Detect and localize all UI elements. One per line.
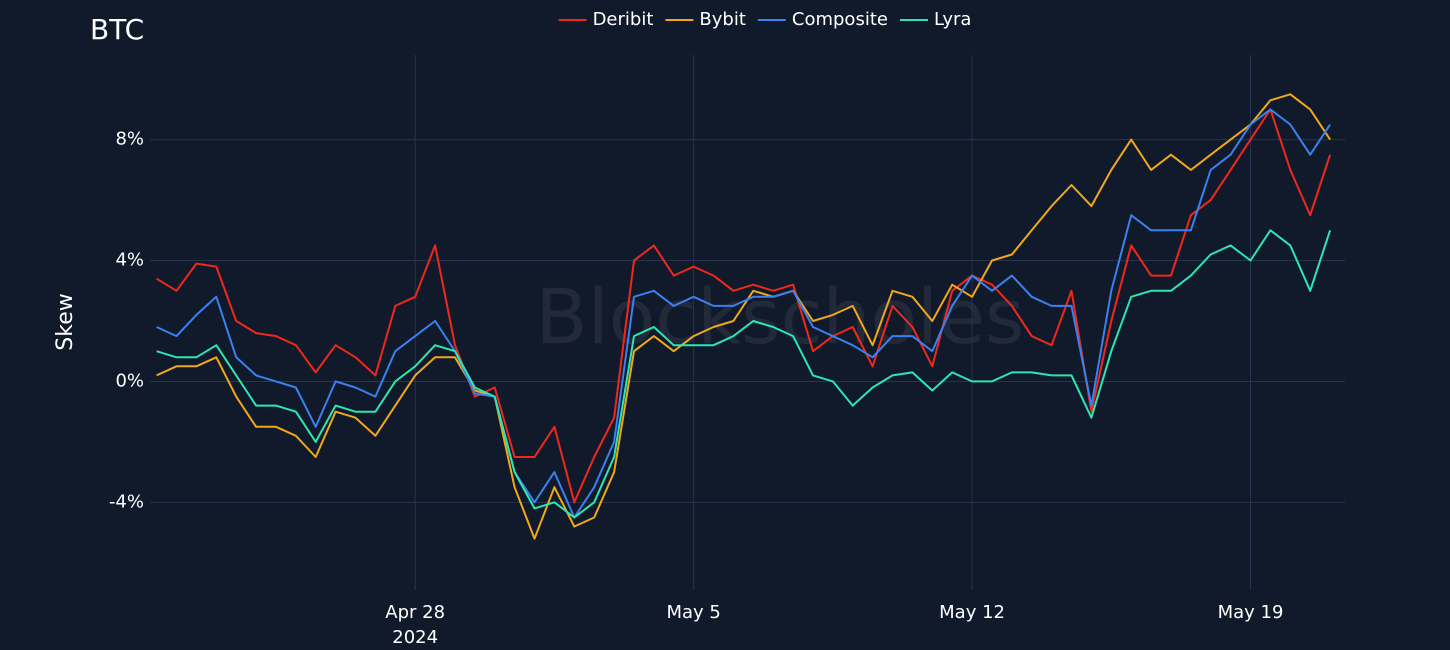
legend: Deribit Bybit Composite Lyra <box>558 9 971 30</box>
legend-item: Bybit <box>665 9 746 30</box>
x-tick-label: May 12 <box>939 602 1005 623</box>
chart-title: BTC <box>90 13 144 46</box>
watermark: Blockscholes <box>535 272 1024 361</box>
x-year-label: 2024 <box>392 627 438 648</box>
x-tick-label: May 5 <box>666 602 720 623</box>
legend-label: Deribit <box>593 9 654 30</box>
y-tick-label: 0% <box>115 370 144 391</box>
legend-item: Composite <box>757 9 888 30</box>
y-tick-label: 4% <box>115 250 144 271</box>
x-tick-label: May 19 <box>1218 602 1284 623</box>
series-line <box>156 108 1332 504</box>
series-line <box>156 108 1331 519</box>
legend-label: Lyra <box>934 9 971 30</box>
series-line <box>156 229 1332 519</box>
x-tick-label: Apr 28 <box>385 602 445 623</box>
series-line <box>156 93 1331 540</box>
legend-label: Composite <box>792 9 888 30</box>
legend-item: Lyra <box>899 9 971 30</box>
y-axis-label: Skew <box>53 293 78 350</box>
y-tick-label: 8% <box>115 129 144 150</box>
y-tick-label: -4% <box>109 491 144 512</box>
legend-item: Deribit <box>558 9 654 30</box>
legend-label: Bybit <box>699 9 746 30</box>
